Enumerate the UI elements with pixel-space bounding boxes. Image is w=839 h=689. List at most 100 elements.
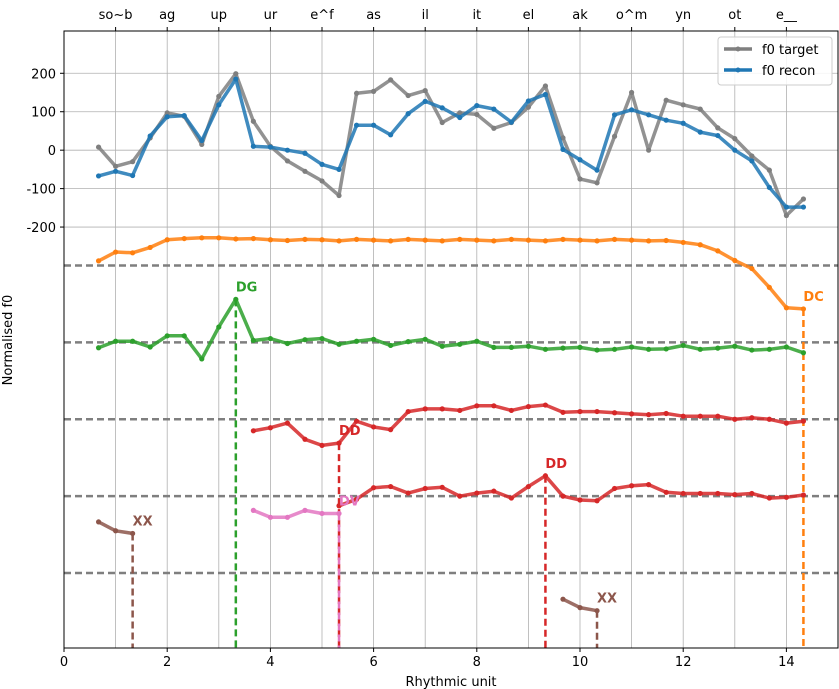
series-point-f0-recon-27	[560, 146, 566, 153]
series-point-dc-9	[250, 235, 256, 242]
series-point-dg-38	[749, 347, 755, 353]
series-point-dd1-10	[422, 406, 428, 412]
series-point-dd1-7	[371, 424, 377, 430]
series-point-dd1-13	[474, 403, 480, 409]
series-point-f0-target-11	[284, 158, 291, 164]
series-point-f0-recon-29	[594, 167, 600, 173]
series-point-dd2-11	[525, 483, 532, 490]
series-point-f0-target-14	[336, 192, 342, 199]
top-tick-label-10: o^m	[616, 8, 648, 23]
series-point-dd1-17	[542, 402, 549, 408]
series-point-dc-6	[199, 235, 205, 241]
series-point-f0-target-26	[542, 83, 549, 89]
series-point-dc-12	[302, 236, 308, 242]
series-point-f0-target-0	[95, 144, 102, 150]
series-point-dd1-29	[749, 415, 755, 421]
series-point-f0-recon-28	[577, 157, 583, 163]
x-tick-label-2: 4	[266, 655, 274, 670]
series-point-dg-12	[302, 337, 308, 343]
series-point-dd2-17	[629, 483, 635, 489]
series-point-dc-27	[560, 236, 566, 242]
series-point-dd2-16	[611, 485, 618, 492]
series-point-f0-target-32	[646, 147, 652, 153]
series-point-dg-27	[560, 345, 566, 351]
series-point-dd2-14	[577, 497, 583, 503]
series-point-f0-target-29	[594, 180, 600, 186]
series-point-dd1-26	[697, 413, 703, 419]
series-point-dc-21	[457, 236, 463, 242]
series-point-dd1-19	[577, 408, 583, 415]
series-point-dv-5	[336, 510, 342, 517]
series-point-dg-6	[199, 356, 205, 362]
series-point-dg-21	[457, 341, 463, 347]
series-point-dg-39	[766, 346, 772, 352]
series-point-dg-4	[164, 333, 170, 339]
series-point-f0-recon-13	[319, 161, 325, 167]
series-point-dd1-8	[388, 427, 394, 433]
series-point-dd1-1	[267, 425, 273, 431]
series-point-xx1-0	[95, 519, 102, 525]
series-point-dc-3	[147, 244, 153, 251]
series-point-f0-target-37	[732, 136, 738, 142]
series-point-f0-target-30	[611, 133, 618, 139]
legend-label-f0-recon: f0 recon	[762, 64, 815, 79]
series-point-dg-15	[353, 338, 360, 344]
series-point-dg-9	[250, 337, 256, 344]
series-point-f0-target-33	[663, 97, 669, 103]
series-point-f0-target-17	[388, 77, 394, 83]
series-point-f0-target-23	[491, 125, 497, 131]
series-point-dd1-9	[405, 408, 411, 415]
x-axis-title: Rhythmic unit	[405, 675, 496, 689]
top-tick-label-8: el	[523, 8, 535, 23]
series-point-dg-11	[284, 340, 291, 347]
x-tick-label-4: 8	[473, 655, 481, 670]
baselines	[64, 264, 838, 575]
series-point-dc-0	[95, 258, 102, 264]
series-point-f0-target-16	[371, 88, 377, 94]
series-point-dd2-13	[560, 493, 566, 499]
series-point-f0-target-40	[783, 212, 790, 219]
series-point-dd2-26	[783, 494, 790, 500]
annotation-label-dv-4: DV	[339, 494, 360, 509]
annotation-label-dd-3: DD	[545, 457, 567, 472]
series-point-dc-17	[388, 238, 394, 244]
series-line-dc	[97, 236, 804, 311]
series-point-f0-target-34	[680, 102, 686, 108]
series-point-f0-target-22	[474, 111, 480, 118]
series-point-f0-recon-6	[199, 137, 205, 144]
x-tick-label-7: 14	[778, 655, 795, 670]
series-point-dg-20	[439, 343, 445, 349]
series-point-dd2-27	[800, 492, 807, 498]
series-point-f0-recon-26	[542, 91, 549, 98]
top-tick-label-13: e__	[776, 8, 797, 23]
series-point-dd2-9	[491, 488, 497, 494]
series-point-f0-recon-24	[508, 119, 514, 125]
series-point-dc-36	[715, 248, 721, 254]
series-point-xx2-1	[577, 605, 583, 611]
series-point-dv-1	[267, 514, 273, 520]
series-point-dd1-16	[525, 403, 532, 410]
series-point-xx2-0	[560, 596, 566, 602]
series-point-dd1-30	[766, 416, 772, 422]
series-point-dc-4	[164, 237, 170, 243]
series-point-f0-target-18	[405, 92, 411, 99]
series-point-dg-33	[663, 346, 669, 352]
series-point-f0-target-38	[749, 153, 755, 159]
y-tick-label-1: 100	[31, 106, 56, 121]
series-point-dd2-4	[405, 490, 411, 496]
series-point-dc-19	[422, 237, 428, 243]
series-point-dg-35	[697, 346, 703, 352]
series-point-f0-target-21	[457, 110, 463, 116]
series-point-dc-38	[749, 265, 755, 272]
series-point-dd1-2	[284, 420, 291, 426]
series-point-dd1-15	[508, 407, 514, 414]
series-line-dv	[252, 508, 339, 520]
y-tick-label-4: -200	[26, 221, 56, 236]
series-point-dd2-19	[663, 489, 669, 495]
series-point-f0-recon-25	[525, 98, 532, 104]
series-point-f0-target-15	[353, 90, 360, 96]
series-point-dg-25	[525, 343, 532, 349]
series-point-dg-17	[388, 342, 394, 349]
series-point-dc-24	[508, 236, 514, 242]
series-point-f0-recon-12	[302, 150, 308, 156]
